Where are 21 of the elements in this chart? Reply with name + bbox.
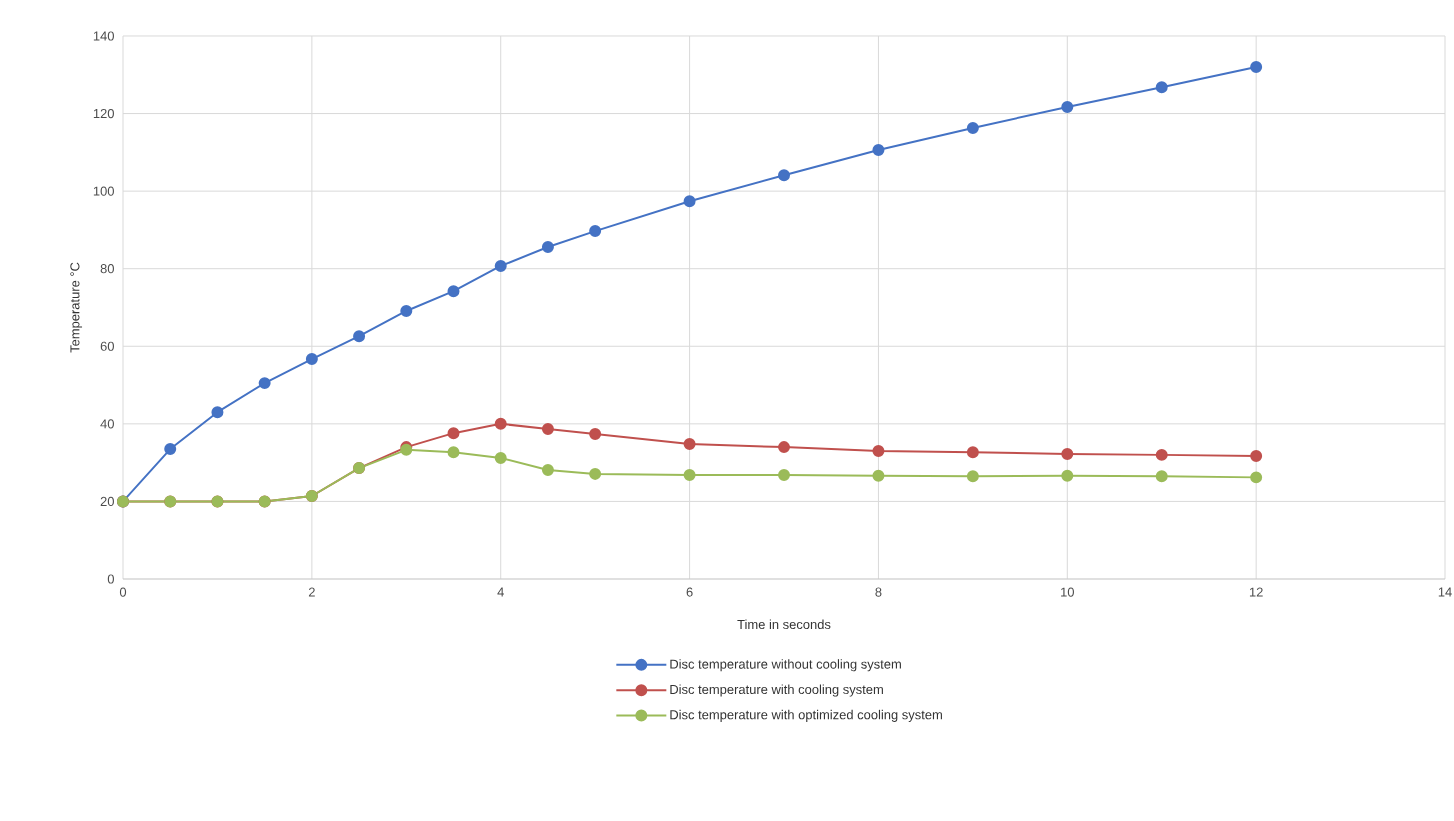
x-tick-label: 2 — [308, 587, 315, 597]
x-tick-label: 4 — [497, 587, 504, 597]
x-tick-label: 14 — [1438, 587, 1452, 597]
x-tick-label: 6 — [686, 587, 693, 597]
y-tick-label: 140 — [93, 31, 114, 41]
legend-label: Disc temperature without cooling system — [670, 659, 901, 672]
y-tick-label: 40 — [100, 419, 114, 429]
legend-label: Disc temperature with cooling system — [670, 684, 883, 697]
y-tick-label: 60 — [100, 341, 114, 351]
x-tick-label: 0 — [119, 587, 127, 597]
legend-label: Disc temperature with optimized cooling system — [670, 709, 942, 722]
y-tick-label: 0 — [107, 574, 114, 584]
x-tick-label: 8 — [875, 587, 882, 597]
y-tick-label: 120 — [93, 108, 114, 119]
x-tick-label: 10 — [1061, 587, 1074, 597]
x-tick-label: 12 — [1249, 587, 1263, 597]
y-tick-label: 20 — [100, 496, 114, 507]
y-tick-label: 100 — [93, 186, 114, 196]
x-axis-title: Time in seconds — [737, 619, 831, 630]
y-axis-title: Temperature °C — [70, 262, 83, 353]
y-tick-label: 80 — [100, 264, 114, 274]
